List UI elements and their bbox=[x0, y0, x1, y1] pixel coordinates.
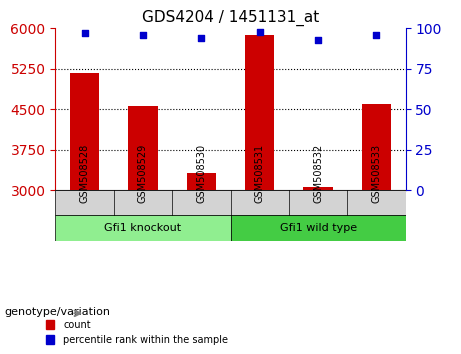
Text: GSM508531: GSM508531 bbox=[254, 144, 265, 203]
Bar bbox=[303, 187, 333, 190]
Bar bbox=[70, 73, 99, 190]
Point bbox=[314, 37, 322, 42]
Bar bbox=[128, 106, 158, 190]
Legend: count, percentile rank within the sample: count, percentile rank within the sample bbox=[42, 316, 232, 349]
Bar bbox=[187, 173, 216, 190]
Title: GDS4204 / 1451131_at: GDS4204 / 1451131_at bbox=[142, 9, 319, 25]
Point bbox=[373, 32, 380, 38]
Text: genotype/variation: genotype/variation bbox=[5, 307, 111, 316]
Text: GSM508530: GSM508530 bbox=[196, 144, 207, 203]
Point bbox=[139, 32, 147, 38]
Point bbox=[198, 35, 205, 41]
FancyBboxPatch shape bbox=[55, 216, 230, 241]
Text: GSM508533: GSM508533 bbox=[372, 144, 382, 203]
FancyBboxPatch shape bbox=[230, 216, 406, 241]
Text: GSM508529: GSM508529 bbox=[138, 143, 148, 203]
Point bbox=[256, 29, 263, 34]
Bar bbox=[245, 35, 274, 190]
Text: Gfi1 wild type: Gfi1 wild type bbox=[279, 223, 357, 233]
Point bbox=[81, 30, 88, 36]
Bar bbox=[362, 104, 391, 190]
FancyBboxPatch shape bbox=[55, 190, 406, 216]
Text: GSM508532: GSM508532 bbox=[313, 143, 323, 203]
Text: Gfi1 knockout: Gfi1 knockout bbox=[104, 223, 182, 233]
Text: GSM508528: GSM508528 bbox=[79, 143, 89, 203]
